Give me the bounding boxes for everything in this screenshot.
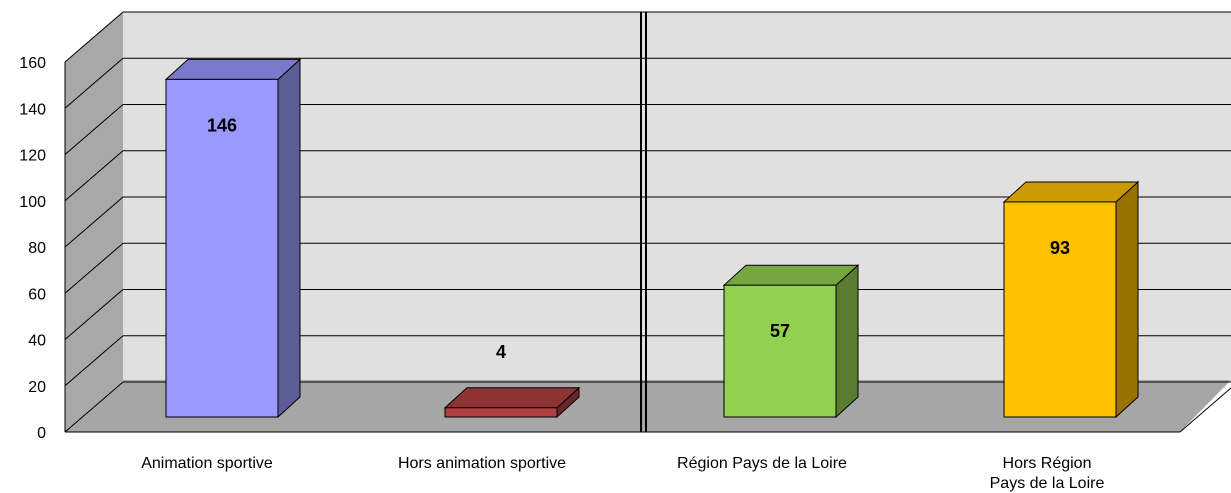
value-label: 4 bbox=[496, 342, 506, 362]
grid-line bbox=[64, 289, 124, 340]
bar-top bbox=[722, 264, 860, 286]
grid-line bbox=[64, 11, 124, 63]
y-tick-label: 120 bbox=[19, 148, 46, 165]
y-tick-label: 20 bbox=[28, 379, 46, 396]
y-tick-label: 140 bbox=[19, 101, 46, 118]
bar-side bbox=[835, 264, 859, 419]
bar bbox=[1003, 201, 1117, 418]
y-tick-label: 60 bbox=[28, 286, 46, 303]
y-tick-label: 80 bbox=[28, 240, 46, 257]
grid-line bbox=[64, 381, 124, 433]
grid-line bbox=[64, 196, 124, 248]
y-tick-label: 0 bbox=[37, 425, 46, 442]
bar-top bbox=[443, 387, 581, 409]
bar-side bbox=[1115, 180, 1139, 419]
value-label: 146 bbox=[207, 115, 237, 135]
grid-line bbox=[64, 242, 124, 294]
grid-line bbox=[64, 150, 124, 202]
axis bbox=[1179, 387, 1231, 433]
grid-line bbox=[64, 104, 124, 155]
x-tick-label: Hors Région Pays de la Loire bbox=[990, 455, 1105, 492]
y-tick-label: 160 bbox=[19, 55, 46, 72]
x-tick-label: Région Pays de la Loire bbox=[677, 455, 847, 472]
bar-top bbox=[1002, 181, 1140, 203]
bar-side bbox=[277, 58, 301, 419]
y-tick-label: 40 bbox=[28, 333, 46, 350]
x-tick-label: Hors animation sportive bbox=[398, 455, 566, 472]
bar bbox=[723, 284, 837, 418]
value-label: 93 bbox=[1050, 238, 1070, 258]
grid-line bbox=[64, 335, 124, 387]
floor bbox=[65, 380, 1231, 432]
bar bbox=[165, 78, 279, 418]
value-label: 57 bbox=[770, 321, 790, 341]
grid-line bbox=[64, 57, 124, 109]
bar-top bbox=[164, 58, 302, 80]
bar bbox=[444, 407, 558, 418]
y-tick-label: 100 bbox=[19, 194, 46, 211]
x-tick-label: Animation sportive bbox=[141, 455, 273, 472]
